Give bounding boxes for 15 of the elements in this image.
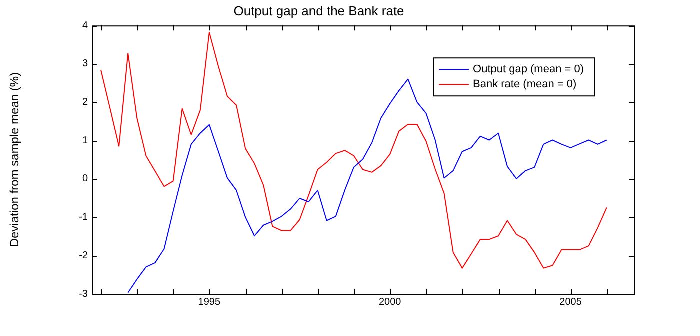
y-axis-title: Deviation from sample mean (%) [8,72,22,248]
y-tick-label: 2 [82,97,88,108]
y-tick-label: 3 [82,58,88,70]
y-tick-label: 1 [82,135,88,146]
y-tick-label: 0 [82,174,88,185]
x-tick-label: 2000 [378,296,402,308]
legend-label: Bank rate (mean = 0) [473,78,577,91]
y-tick-label: -2 [79,250,88,262]
chart-title: Output gap and the Bank rate [234,3,404,18]
y-tick-label: -3 [79,288,88,300]
x-tick-label: 1995 [198,296,221,308]
legend-label: Output gap (mean = 0) [473,64,584,76]
y-tick-label: -1 [79,212,88,224]
y-tick-label: 4 [82,20,88,32]
x-tick-label: 2005 [560,296,582,308]
